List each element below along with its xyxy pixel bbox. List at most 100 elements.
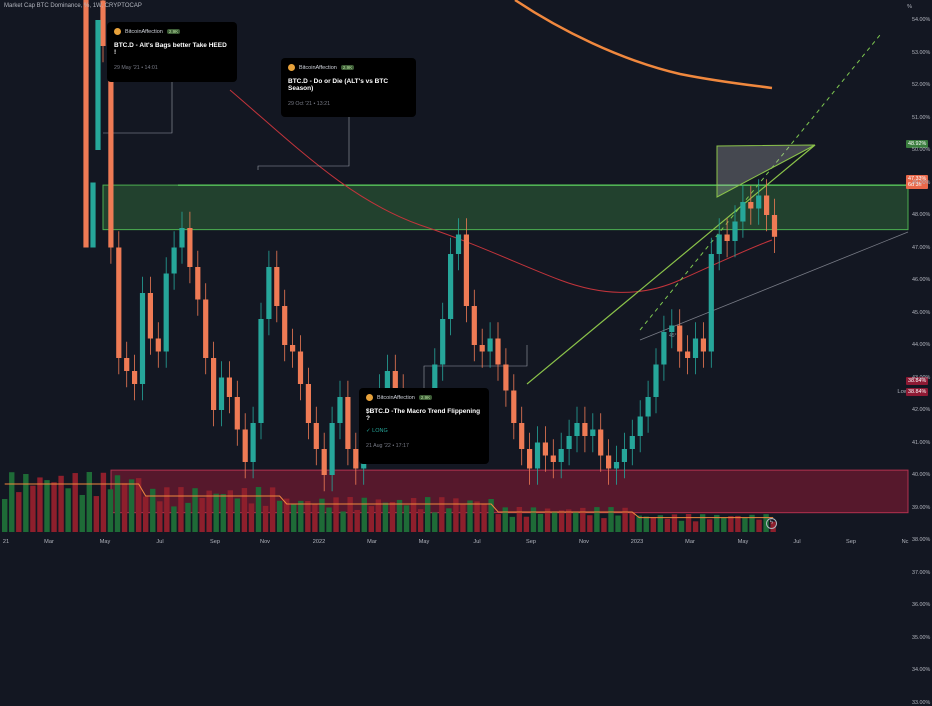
y-tick-label: 49.00% xyxy=(912,179,931,186)
candle-body xyxy=(155,338,161,352)
volume-bar xyxy=(291,504,297,532)
candle-body xyxy=(132,371,138,384)
candle-body xyxy=(621,449,627,462)
candle-body xyxy=(574,423,580,436)
volume-bar xyxy=(558,510,565,532)
x-tick-label: Nov xyxy=(579,539,589,545)
y-tick-label: 33.00% xyxy=(912,699,931,706)
volume-bar xyxy=(721,517,727,532)
x-tick-label: 2022 xyxy=(312,539,326,545)
volume-bar xyxy=(262,505,269,532)
volume-bar xyxy=(481,503,487,532)
x-tick-label: Jul xyxy=(473,539,481,545)
volume-bar xyxy=(234,498,241,532)
candle-body xyxy=(179,228,185,248)
candle-body xyxy=(527,449,533,469)
candle-body xyxy=(321,449,327,475)
volume-bar xyxy=(241,488,248,532)
follower-badge: 2.9K xyxy=(340,65,355,70)
candle-body xyxy=(606,455,612,469)
candle-body xyxy=(163,273,169,352)
candle-body xyxy=(100,0,106,46)
volume-bar xyxy=(742,517,748,532)
upper-zone xyxy=(102,184,909,231)
volume-bar xyxy=(107,489,114,532)
candle-body xyxy=(297,351,304,384)
y-tick-label: 38.00% xyxy=(912,537,931,543)
candle-body xyxy=(661,332,667,365)
volume-bar xyxy=(446,508,452,532)
volume-bar xyxy=(248,503,255,532)
candle-body xyxy=(534,442,541,469)
volume-bar xyxy=(530,507,537,532)
volume-bar xyxy=(636,515,642,532)
candle-body xyxy=(463,234,469,306)
x-tick-label: 21 xyxy=(2,539,10,545)
volume-bar xyxy=(128,479,135,532)
volume-bar xyxy=(544,508,551,532)
volume-bar xyxy=(756,519,762,532)
candle-body xyxy=(519,423,525,449)
lightning-icon[interactable]: ϟ xyxy=(766,518,777,529)
x-tick-label: May xyxy=(99,539,111,545)
avatar xyxy=(114,28,121,35)
candle-body xyxy=(234,397,240,430)
volume-bar xyxy=(326,507,332,532)
volume-bar xyxy=(171,506,177,532)
y-tick-label: 41.00% xyxy=(912,439,931,446)
volume-bar xyxy=(157,501,163,532)
candle-body xyxy=(511,390,517,423)
candle-body xyxy=(90,182,96,248)
volume-bar xyxy=(361,497,367,532)
volume-bar xyxy=(678,520,685,532)
volume-bar xyxy=(417,509,424,532)
x-tick-label: Nov xyxy=(260,539,270,545)
volume-bar xyxy=(488,499,494,532)
note-connector xyxy=(257,117,350,170)
candle-body xyxy=(590,429,596,436)
volume-bar xyxy=(699,514,706,532)
volume-bar xyxy=(305,500,311,532)
idea-title: $BTC.D -The Macro Trend Flippening ? xyxy=(366,408,481,422)
avatar xyxy=(288,64,295,71)
volume-bar xyxy=(220,494,226,532)
volume-bar xyxy=(566,509,572,532)
candle-body xyxy=(692,338,699,358)
candle-body xyxy=(669,325,675,332)
idea-card-2[interactable]: BitcoinAffection 2.9K BTC.D - Do or Die (… xyxy=(281,58,416,117)
volume-bar xyxy=(495,514,501,532)
volume-bar xyxy=(502,507,508,532)
volume-bar xyxy=(389,502,396,532)
candle-body xyxy=(613,462,620,469)
volume-bar xyxy=(622,507,628,532)
volume-bar xyxy=(255,487,262,532)
zone-bottom-tag: 38.84% xyxy=(906,377,929,385)
idea-card-3[interactable]: BitcoinAffection 2.9K $BTC.D -The Macro T… xyxy=(359,388,489,464)
ascending-trendline xyxy=(526,144,816,385)
zone-top-tag: 48.92% xyxy=(906,140,929,148)
author-name: BitcoinAffection xyxy=(299,64,337,71)
idea-card-1[interactable]: BitcoinAffection 2.9K BTC.D - Alt's Bags … xyxy=(107,22,237,82)
candle-body xyxy=(95,20,101,150)
volume-bar xyxy=(643,516,649,532)
x-tick-label: Mar xyxy=(367,539,377,545)
x-tick-label: Mar xyxy=(44,539,54,545)
candle-body xyxy=(440,319,446,365)
candle-body xyxy=(282,306,288,345)
candle-body xyxy=(756,195,762,209)
y-tick-label: 36.00% xyxy=(912,602,931,608)
follower-badge: 2.9K xyxy=(418,395,433,400)
candle-body xyxy=(764,195,770,215)
candle-body xyxy=(203,299,209,358)
volume-bar xyxy=(164,487,170,532)
candle-body xyxy=(274,267,280,306)
candle-body xyxy=(313,423,319,449)
candle-body xyxy=(432,364,438,410)
volume-bar xyxy=(432,512,438,532)
x-tick-label: 2023 xyxy=(630,539,644,545)
y-tick-label: 43.00% xyxy=(912,374,931,381)
volume-bar xyxy=(685,514,692,532)
y-tick-label: 54.00% xyxy=(912,17,931,23)
candle-body xyxy=(716,234,722,254)
volume-bar xyxy=(509,516,515,532)
